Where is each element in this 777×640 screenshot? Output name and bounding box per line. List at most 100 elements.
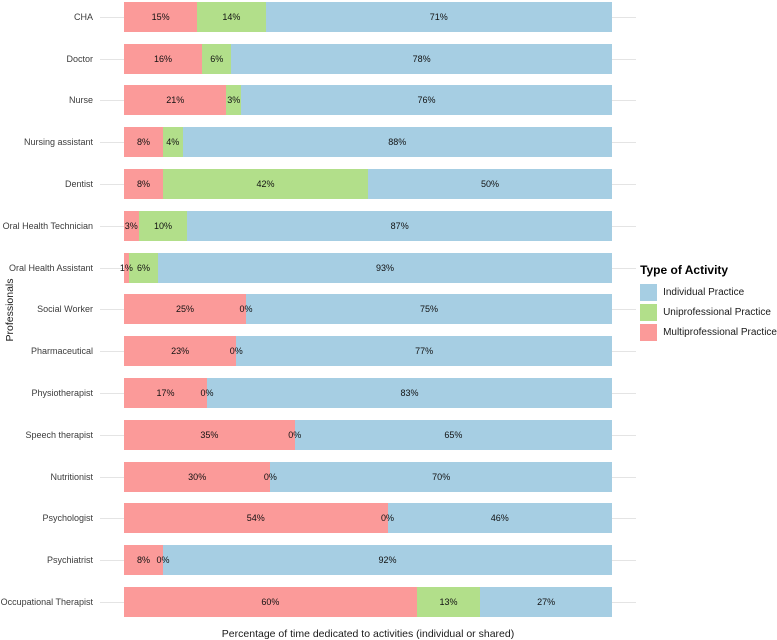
segment-value-label: 76% <box>417 95 436 106</box>
segment-value-label: 92% <box>378 555 397 566</box>
segment-value-label: 4% <box>166 137 180 148</box>
stacked-bar: 60% 13% 27% <box>124 587 612 618</box>
bar-segment: 77% <box>236 336 612 367</box>
category-label: Doctor <box>66 53 93 64</box>
stacked-bar: 23% 0% 77% <box>124 336 612 367</box>
bar-row: Doctor 16% 6% 78% <box>0 38 640 80</box>
category-label: Physiotherapist <box>31 388 93 399</box>
stacked-bar: 17% 0% 83% <box>124 378 612 409</box>
bar-segment: 6% <box>202 43 232 74</box>
bar-segment: 8% <box>124 127 164 158</box>
segment-value-label: 8% <box>137 555 151 566</box>
segment-value-label: 35% <box>200 429 219 440</box>
category-label: Psychologist <box>42 513 93 524</box>
legend-item-label: Individual Practice <box>663 286 745 298</box>
stacked-bar: 3% 10% 87% <box>124 210 612 241</box>
legend-box: Type of Activity Individual Practice Uni… <box>640 263 777 344</box>
bar-segment: 46% <box>387 503 612 534</box>
category-label: Oral Health Assistant <box>8 262 93 273</box>
segment-value-label: 70% <box>432 471 451 482</box>
segment-value-label: 27% <box>537 597 556 608</box>
bar-segment: 27% <box>480 587 612 618</box>
bar-row: Pharmaceutical 23% 0% 77% <box>0 330 640 372</box>
stacked-bar: 8% 0% 92% <box>124 545 612 576</box>
bar-segment: 78% <box>231 43 612 74</box>
segment-value-label: 77% <box>415 346 434 357</box>
segment-value-label: 65% <box>444 429 463 440</box>
legend-title: Type of Activity <box>640 262 729 277</box>
row-panel: 8% 42% 50% <box>100 163 636 205</box>
segment-value-label: 8% <box>137 179 151 190</box>
segment-value-label: 42% <box>256 179 275 190</box>
row-panel: 8% 4% 88% <box>100 121 636 163</box>
stacked-bar: 16% 6% 78% <box>124 43 612 74</box>
bar-segment: 15% <box>124 1 198 32</box>
legend-item-label: Uniprofessional Practice <box>663 306 771 318</box>
legend-swatch <box>640 283 658 301</box>
segment-value-label: 16% <box>154 53 173 64</box>
segment-value-label: 14% <box>222 11 241 22</box>
stacked-bar: 30% 0% 70% <box>124 461 612 492</box>
segment-value-label: 0% <box>381 513 395 524</box>
segment-value-label: 54% <box>246 513 265 524</box>
bar-row: Oral Health Assistant 1% 6% 93% <box>0 247 640 289</box>
bar-segment: 3% <box>124 210 139 241</box>
bar-segment: 88% <box>182 127 612 158</box>
row-panel: 54% 0% 46% <box>100 498 636 540</box>
row-panel: 15% 14% 71% <box>100 0 636 38</box>
bar-segment: 54% <box>124 503 388 534</box>
row-panel: 23% 0% 77% <box>100 330 636 372</box>
bar-row: Speech therapist 35% 0% 65% <box>0 414 640 456</box>
bar-row: Dentist 8% 42% 50% <box>0 163 640 205</box>
row-panel: 30% 0% 70% <box>100 456 636 498</box>
bar-segment: 50% <box>367 169 612 200</box>
bar-segment: 25% <box>124 294 246 325</box>
bar-segment: 75% <box>246 294 612 325</box>
bar-segment: 71% <box>265 1 612 32</box>
segment-value-label: 6% <box>136 262 151 273</box>
bar-row: Social Worker 25% 0% 75% <box>0 289 640 331</box>
segment-value-label: 83% <box>400 388 419 399</box>
segment-value-label: 3% <box>124 220 138 231</box>
stacked-bar: 1% 6% 93% <box>120 252 612 283</box>
segment-value-label: 6% <box>210 53 224 64</box>
legend-swatch <box>640 323 658 341</box>
bar-segment: 14% <box>197 1 266 32</box>
bar-segment: 65% <box>294 419 612 450</box>
segment-value-label: 88% <box>388 137 407 148</box>
legend-swatch <box>640 303 658 321</box>
legend-items: Individual Practice Uniprofessional Prac… <box>640 283 777 341</box>
segment-value-label: 0% <box>263 471 277 482</box>
legend-item: Individual Practice <box>640 283 777 301</box>
bar-row: Psychologist 54% 0% 46% <box>0 498 640 540</box>
category-label: Speech therapist <box>25 429 93 440</box>
bar-segment: 8% <box>124 169 164 200</box>
bar-rows: CHA 15% 14% 71% Doctor 16% 6% 78% Nurse 21% 3… <box>0 0 640 623</box>
segment-value-label: 21% <box>166 95 185 106</box>
bar-segment: 30% <box>124 461 271 492</box>
bar-row: Nurse 21% 3% 76% <box>0 80 640 122</box>
bar-row: CHA 15% 14% 71% <box>0 0 640 38</box>
bar-row: Nursing assistant 8% 4% 88% <box>0 121 640 163</box>
segment-value-label: 0% <box>200 388 214 399</box>
segment-value-label: 87% <box>390 220 409 231</box>
category-label: Occupational Therapist <box>0 597 93 608</box>
segment-value-label: 10% <box>154 220 173 231</box>
segment-value-label: 15% <box>151 11 170 22</box>
bar-segment: 8% <box>124 545 164 576</box>
bar-segment: 23% <box>124 336 237 367</box>
category-label: Nurse <box>68 95 93 106</box>
segment-value-label: 13% <box>439 597 458 608</box>
segment-value-label: 0% <box>239 304 253 315</box>
bar-row: Occupational Therapist 60% 13% 27% <box>0 581 640 623</box>
bar-segment: 83% <box>206 378 612 409</box>
row-panel: 25% 0% 75% <box>100 289 636 331</box>
category-label: Nutritionist <box>50 471 93 482</box>
stacked-bar: 21% 3% 76% <box>124 85 612 116</box>
bar-segment: 16% <box>124 43 203 74</box>
segment-value-label: 71% <box>429 11 448 22</box>
stacked-bar: 54% 0% 46% <box>124 503 612 534</box>
category-label: Dentist <box>64 179 93 190</box>
row-panel: 16% 6% 78% <box>100 38 636 80</box>
segment-value-label: 30% <box>188 471 207 482</box>
